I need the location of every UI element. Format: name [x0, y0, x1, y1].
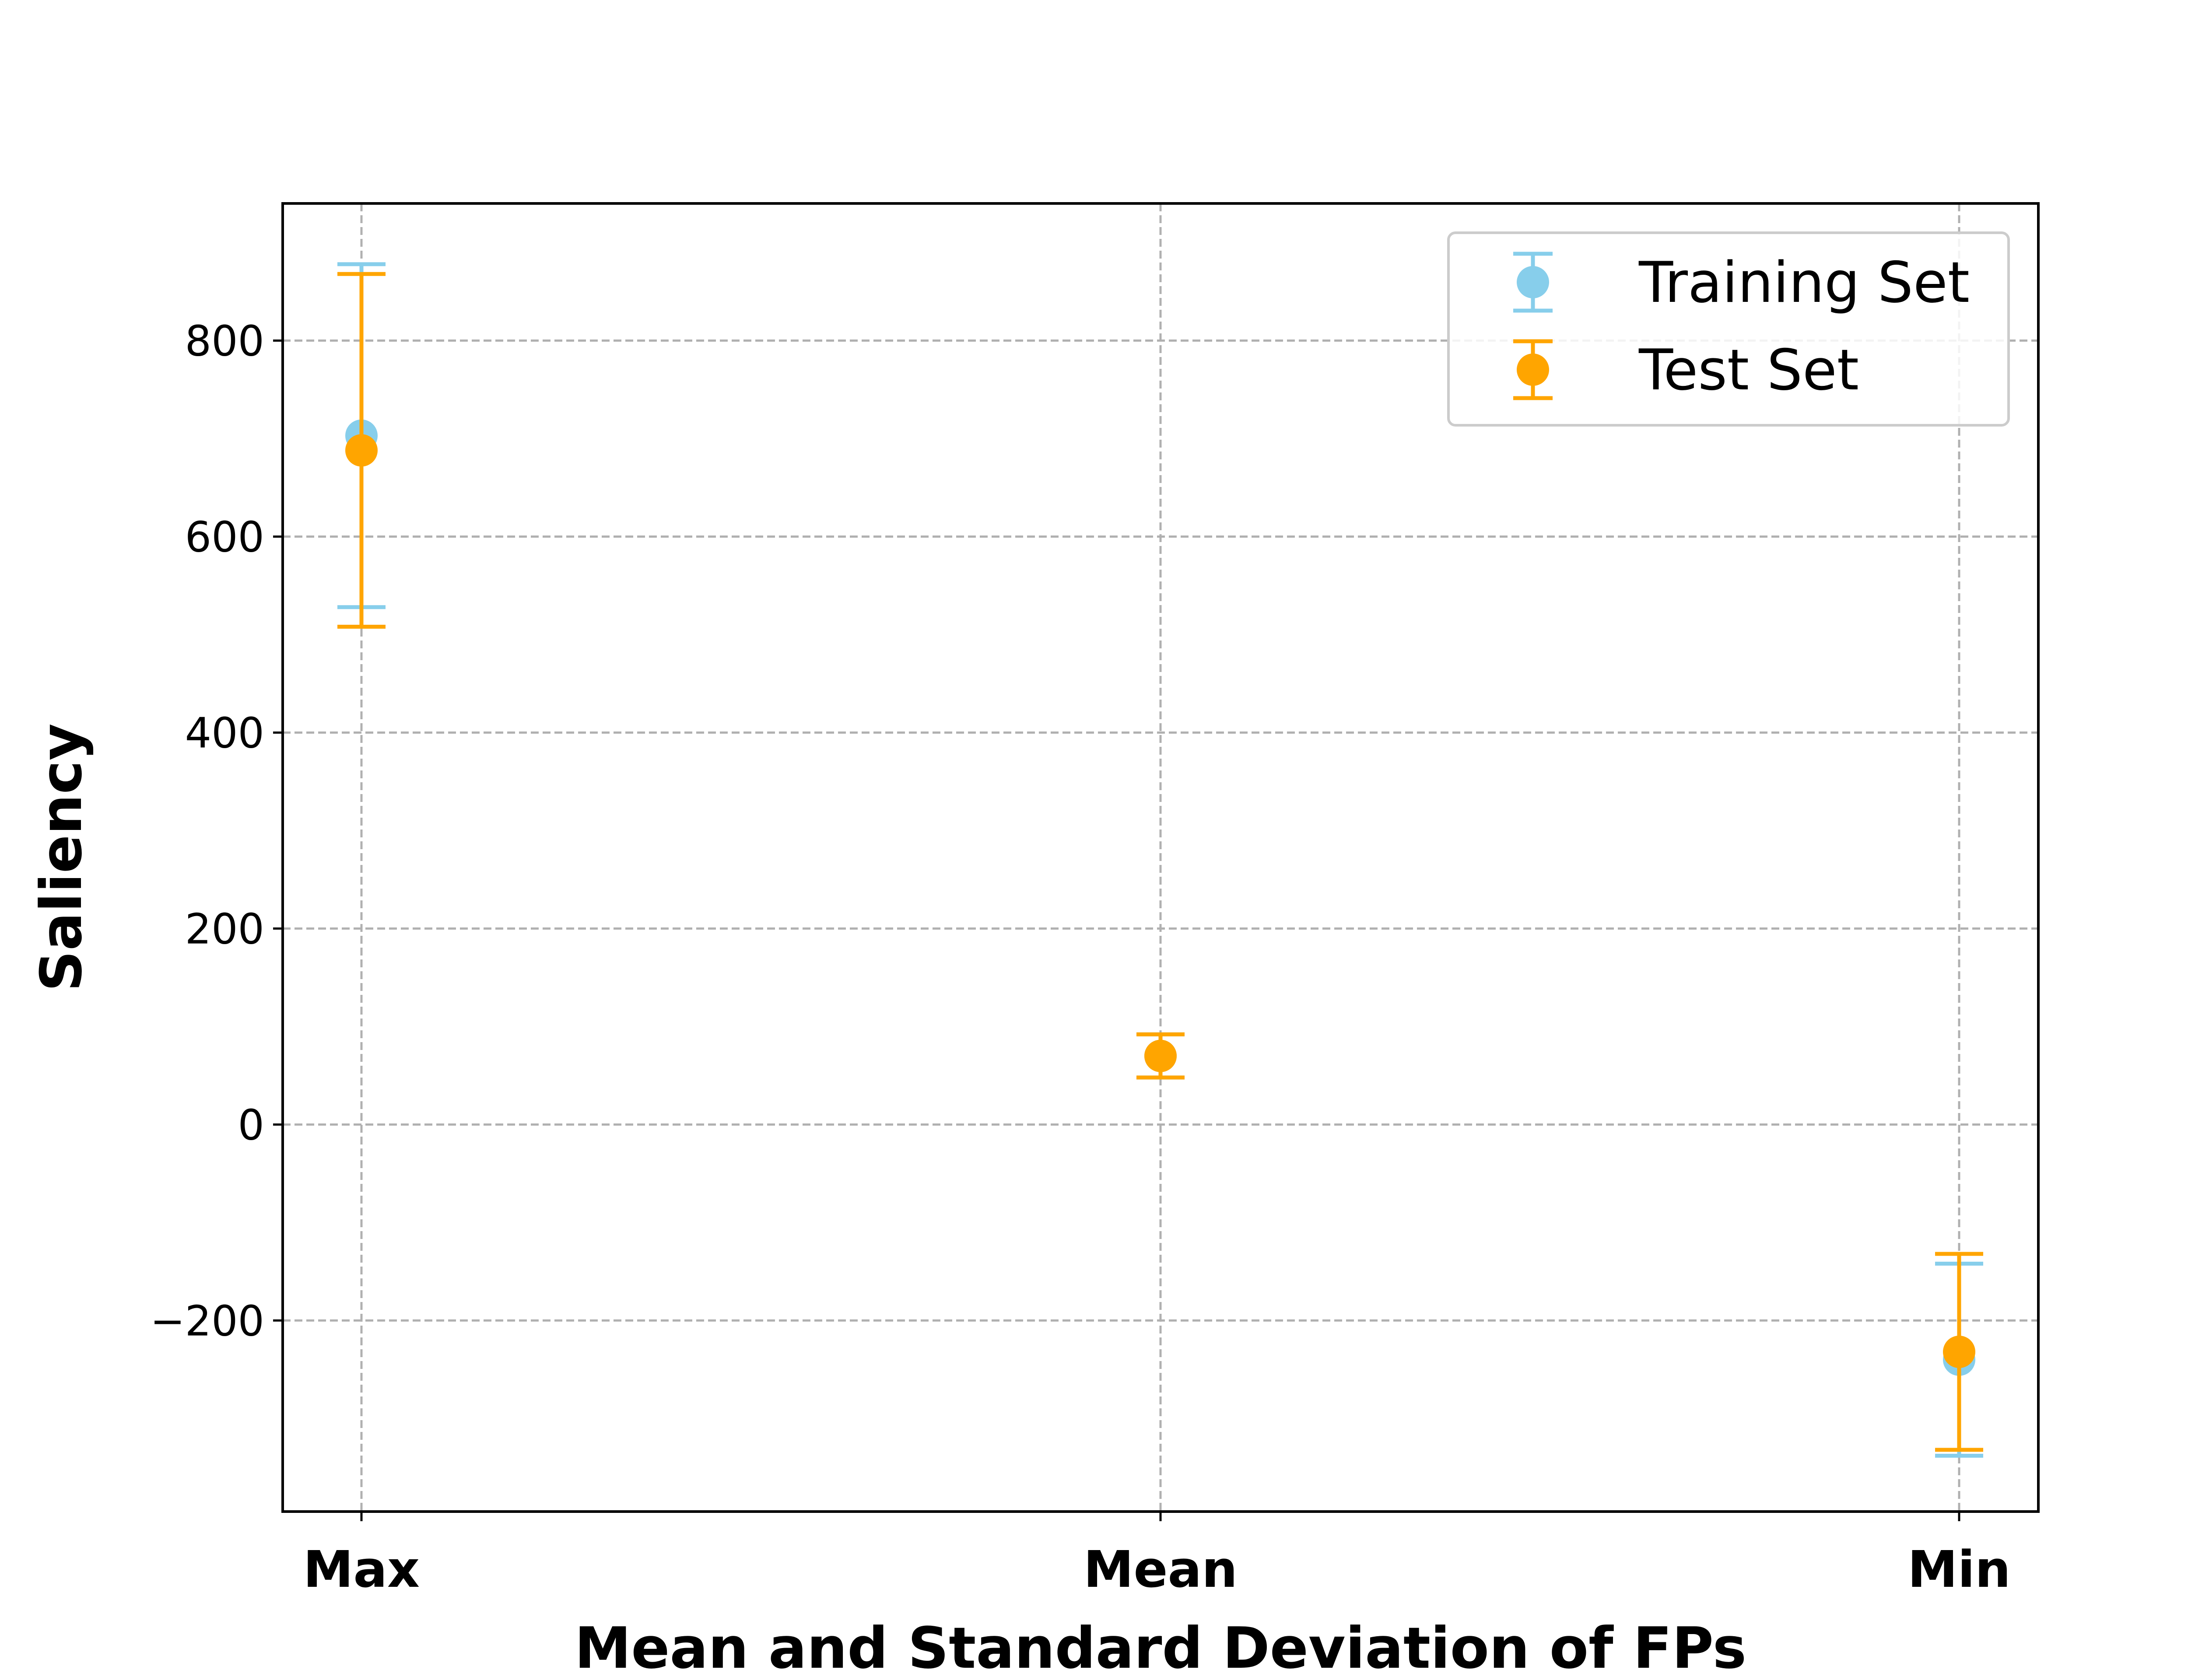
- y-tick-label: 400: [185, 709, 264, 757]
- y-axis-label: Saliency: [28, 724, 95, 992]
- legend-marker-dot: [1517, 266, 1549, 298]
- legend-box: [1447, 231, 2010, 427]
- data-series: [337, 262, 1983, 1458]
- x-tick-label: Max: [303, 1540, 420, 1599]
- data-point: [1144, 1040, 1177, 1072]
- y-tick-label: 0: [238, 1101, 264, 1149]
- y-tick-label: 600: [185, 513, 264, 561]
- y-tick-label: 800: [185, 318, 264, 366]
- x-tick-label: Mean: [1083, 1540, 1238, 1599]
- x-axis: Max Mean Min: [303, 1512, 2011, 1599]
- y-tick-label: 200: [185, 905, 264, 953]
- legend-marker-dot: [1517, 354, 1549, 386]
- legend: Training Set Test Set: [1447, 231, 2010, 427]
- data-point: [345, 434, 378, 467]
- data-point: [1943, 1335, 1975, 1368]
- x-axis-label: Mean and Standard Deviation of FPs: [575, 1615, 1746, 1680]
- legend-label: Test Set: [1638, 338, 1859, 403]
- legend-label: Training Set: [1638, 250, 1970, 315]
- y-axis: −200 0 200 400 600 800: [150, 318, 283, 1345]
- y-tick-label: −200: [150, 1297, 264, 1345]
- x-tick-label: Min: [1907, 1540, 2011, 1599]
- series: [337, 272, 1983, 1452]
